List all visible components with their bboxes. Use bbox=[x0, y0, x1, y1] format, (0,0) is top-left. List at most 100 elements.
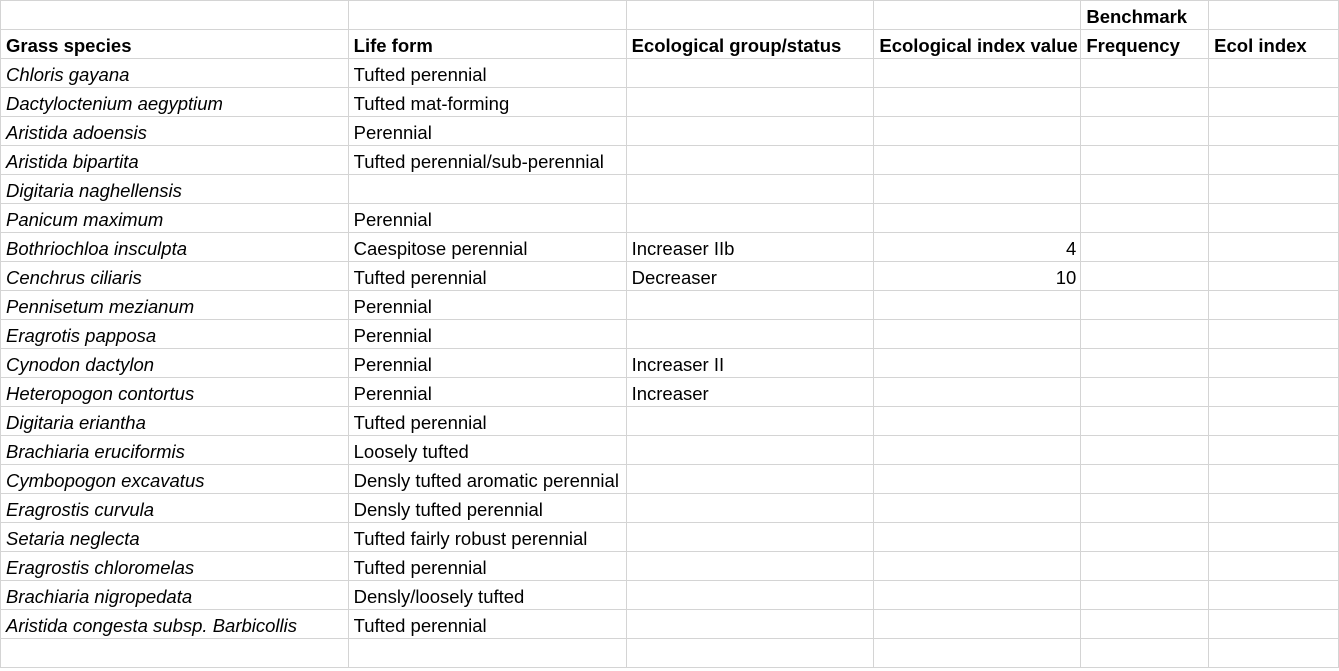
ecol-index-cell[interactable] bbox=[1208, 580, 1339, 610]
ecological-group-cell[interactable] bbox=[626, 203, 875, 233]
ecological-index-cell[interactable] bbox=[873, 435, 1082, 465]
ecol-index-cell[interactable] bbox=[1208, 348, 1339, 378]
cell[interactable] bbox=[0, 638, 349, 668]
species-cell[interactable]: Digitaria naghellensis bbox=[0, 174, 349, 204]
grass-species-header[interactable]: Grass species bbox=[0, 29, 349, 59]
life-form-cell[interactable]: Tufted perennial/sub-perennial bbox=[348, 145, 627, 175]
ecological-group-cell[interactable] bbox=[626, 87, 875, 117]
ecological-index-cell[interactable] bbox=[873, 551, 1082, 581]
life-form-cell[interactable]: Perennial bbox=[348, 290, 627, 320]
frequency-cell[interactable] bbox=[1080, 87, 1210, 117]
ecol-index-cell[interactable] bbox=[1208, 609, 1339, 639]
species-cell[interactable]: Aristida congesta subsp. Barbicollis bbox=[0, 609, 349, 639]
cell[interactable] bbox=[873, 638, 1082, 668]
cell[interactable] bbox=[1208, 0, 1339, 30]
life-form-cell[interactable]: Tufted perennial bbox=[348, 551, 627, 581]
frequency-cell[interactable] bbox=[1080, 348, 1210, 378]
ecological-group-cell[interactable] bbox=[626, 58, 875, 88]
ecological-index-cell[interactable] bbox=[873, 145, 1082, 175]
ecological-index-cell[interactable] bbox=[873, 464, 1082, 494]
frequency-cell[interactable] bbox=[1080, 116, 1210, 146]
ecol-index-cell[interactable] bbox=[1208, 464, 1339, 494]
ecological-group-cell[interactable] bbox=[626, 174, 875, 204]
species-cell[interactable]: Dactyloctenium aegyptium bbox=[0, 87, 349, 117]
species-cell[interactable]: Pennisetum mezianum bbox=[0, 290, 349, 320]
ecological-group-cell[interactable] bbox=[626, 609, 875, 639]
frequency-cell[interactable] bbox=[1080, 493, 1210, 523]
ecological-index-cell[interactable] bbox=[873, 522, 1082, 552]
ecol-index-cell[interactable] bbox=[1208, 87, 1339, 117]
species-cell[interactable]: Panicum maximum bbox=[0, 203, 349, 233]
frequency-cell[interactable] bbox=[1080, 145, 1210, 175]
frequency-cell[interactable] bbox=[1080, 174, 1210, 204]
life-form-cell[interactable]: Perennial bbox=[348, 348, 627, 378]
frequency-cell[interactable] bbox=[1080, 232, 1210, 262]
life-form-cell[interactable]: Loosely tufted bbox=[348, 435, 627, 465]
species-cell[interactable]: Eragrostis curvula bbox=[0, 493, 349, 523]
ecol-index-cell[interactable] bbox=[1208, 174, 1339, 204]
ecological-group-cell[interactable] bbox=[626, 116, 875, 146]
life-form-cell[interactable]: Perennial bbox=[348, 319, 627, 349]
frequency-cell[interactable] bbox=[1080, 319, 1210, 349]
ecological-index-cell[interactable] bbox=[873, 406, 1082, 436]
ecol-index-cell[interactable] bbox=[1208, 493, 1339, 523]
life-form-cell[interactable]: Perennial bbox=[348, 203, 627, 233]
ecological-index-cell[interactable] bbox=[873, 116, 1082, 146]
life-form-cell[interactable]: Tufted perennial bbox=[348, 58, 627, 88]
ecological-index-cell[interactable] bbox=[873, 319, 1082, 349]
species-cell[interactable]: Cymbopogon excavatus bbox=[0, 464, 349, 494]
species-cell[interactable]: Eragrostis chloromelas bbox=[0, 551, 349, 581]
life-form-header[interactable]: Life form bbox=[348, 29, 627, 59]
frequency-cell[interactable] bbox=[1080, 609, 1210, 639]
ecological-group-cell[interactable] bbox=[626, 551, 875, 581]
life-form-cell[interactable]: Densly tufted perennial bbox=[348, 493, 627, 523]
species-cell[interactable]: Bothriochloa insculpta bbox=[0, 232, 349, 262]
species-cell[interactable]: Aristida bipartita bbox=[0, 145, 349, 175]
frequency-cell[interactable] bbox=[1080, 377, 1210, 407]
ecological-group-cell[interactable] bbox=[626, 319, 875, 349]
species-cell[interactable]: Cynodon dactylon bbox=[0, 348, 349, 378]
frequency-cell[interactable] bbox=[1080, 261, 1210, 291]
ecological-group-cell[interactable] bbox=[626, 464, 875, 494]
species-cell[interactable]: Cenchrus ciliaris bbox=[0, 261, 349, 291]
ecol-index-cell[interactable] bbox=[1208, 145, 1339, 175]
cell[interactable] bbox=[626, 0, 875, 30]
ecological-group-header[interactable]: Ecological group/status bbox=[626, 29, 875, 59]
frequency-cell[interactable] bbox=[1080, 58, 1210, 88]
life-form-cell[interactable]: Tufted mat-forming bbox=[348, 87, 627, 117]
ecological-group-cell[interactable]: Increaser bbox=[626, 377, 875, 407]
ecol-index-cell[interactable] bbox=[1208, 435, 1339, 465]
species-cell[interactable]: Chloris gayana bbox=[0, 58, 349, 88]
cell[interactable] bbox=[626, 638, 875, 668]
species-cell[interactable]: Aristida adoensis bbox=[0, 116, 349, 146]
ecological-group-cell[interactable]: Decreaser bbox=[626, 261, 875, 291]
species-cell[interactable]: Setaria neglecta bbox=[0, 522, 349, 552]
ecological-group-cell[interactable] bbox=[626, 580, 875, 610]
ecological-index-cell[interactable] bbox=[873, 174, 1082, 204]
ecological-group-cell[interactable] bbox=[626, 145, 875, 175]
benchmark-header[interactable]: Benchmark bbox=[1080, 0, 1210, 30]
frequency-cell[interactable] bbox=[1080, 580, 1210, 610]
frequency-header[interactable]: Frequency bbox=[1080, 29, 1210, 59]
species-cell[interactable]: Digitaria eriantha bbox=[0, 406, 349, 436]
cell[interactable] bbox=[348, 638, 627, 668]
ecological-index-cell[interactable] bbox=[873, 87, 1082, 117]
species-cell[interactable]: Heteropogon contortus bbox=[0, 377, 349, 407]
ecological-group-cell[interactable] bbox=[626, 435, 875, 465]
life-form-cell[interactable]: Tufted perennial bbox=[348, 261, 627, 291]
ecol-index-cell[interactable] bbox=[1208, 377, 1339, 407]
ecol-index-cell[interactable] bbox=[1208, 290, 1339, 320]
cell[interactable] bbox=[348, 0, 627, 30]
ecol-index-header[interactable]: Ecol index bbox=[1208, 29, 1339, 59]
ecological-group-cell[interactable] bbox=[626, 290, 875, 320]
life-form-cell[interactable]: Perennial bbox=[348, 377, 627, 407]
ecol-index-cell[interactable] bbox=[1208, 232, 1339, 262]
ecological-index-cell[interactable] bbox=[873, 290, 1082, 320]
species-cell[interactable]: Eragrotis papposa bbox=[0, 319, 349, 349]
ecol-index-cell[interactable] bbox=[1208, 116, 1339, 146]
ecol-index-cell[interactable] bbox=[1208, 203, 1339, 233]
frequency-cell[interactable] bbox=[1080, 464, 1210, 494]
cell[interactable] bbox=[1080, 638, 1210, 668]
frequency-cell[interactable] bbox=[1080, 551, 1210, 581]
life-form-cell[interactable]: Caespitose perennial bbox=[348, 232, 627, 262]
